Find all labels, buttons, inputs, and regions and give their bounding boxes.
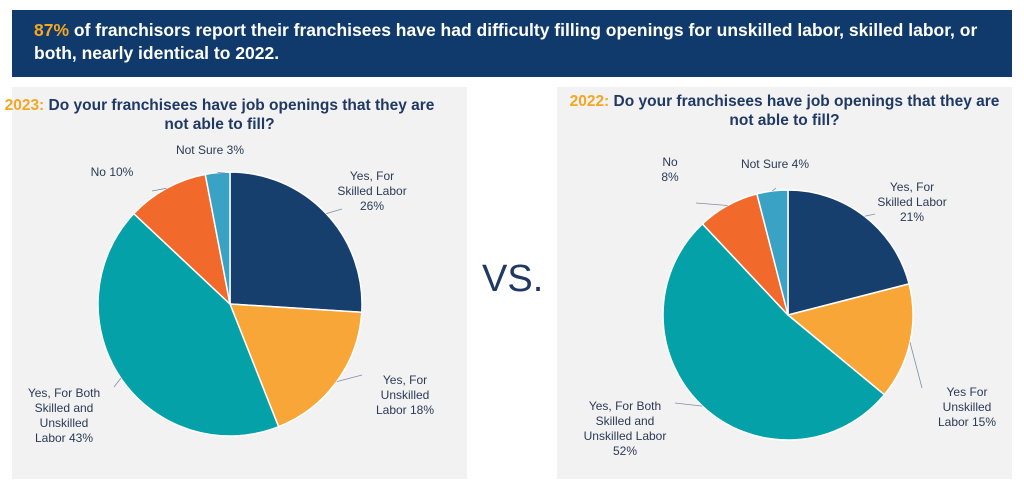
leader-line-yes-for-both-skilled-and-unskilled-labor-2023	[113, 377, 122, 388]
slice-label-yes-for-unskilled-labor-2023: Yes, For Unskilled Labor 18%	[376, 373, 434, 417]
headline-banner: 87% of franchisors report their franchis…	[12, 10, 1012, 77]
chart-panel-2023: 2023: Do your franchisees have job openi…	[5, 87, 467, 479]
chart-year-2023: 2023:	[4, 97, 45, 114]
pie-slice-yes-for-skilled-labor-2023	[229, 171, 363, 314]
leader-line-yes-for-unskilled-labor-2022	[909, 342, 923, 389]
slice-label-no-2023: No 10%	[91, 165, 134, 179]
vs-label: VS.	[482, 258, 544, 300]
slice-label-yes-for-skilled-labor-2022: Yes, For Skilled Labor 21%	[877, 180, 946, 224]
pie-chart-2023: Yes, For Skilled Labor 26% Yes, For Unskille…	[28, 143, 434, 445]
chart-title-2023: 2023: Do your franchisees have job openi…	[0, 96, 447, 134]
leader-line-yes-for-both-skilled-and-unskilled-labor-2022	[674, 402, 703, 407]
slice-label-not-sure-2022: Not Sure 4%	[741, 157, 809, 171]
slice-label-no-2022: No 8%	[661, 155, 679, 184]
pie-slice-yes-for-unskilled-labor-2022	[786, 283, 914, 396]
slice-label-yes-for-both-skilled-and-unskilled-labor-2023: Yes, For Both Skilled and Unskilled Labor 4…	[28, 386, 100, 445]
pie-slice-no-2023	[132, 173, 232, 307]
chart-question-2022: Do your franchisees have job openings th…	[613, 93, 1000, 129]
slice-label-yes-for-unskilled-labor-2022: Yes For Unskilled Labor 15%	[938, 385, 996, 429]
slice-label-yes-for-both-skilled-and-unskilled-labor-2022: Yes, For Both Skilled and Unskilled Labor 5…	[584, 399, 667, 458]
chart-year-2022: 2022:	[569, 93, 610, 110]
leader-line-yes-for-skilled-labor-2023	[326, 208, 343, 215]
slice-label-yes-for-skilled-labor-2023: Yes, For Skilled Labor 26%	[337, 169, 406, 213]
chart-question-2023: Do your franchisees have job openings th…	[48, 97, 435, 133]
chart-panel-2022: 2022: Do your franchisees have job openi…	[557, 87, 1012, 479]
chart-title-2022: 2022: Do your franchisees have job openi…	[557, 92, 1012, 130]
slice-label-not-sure-2023: Not Sure 3%	[176, 143, 244, 157]
pie-chart-2022: Yes, For Skilled Labor 21% Yes For Unskilled…	[584, 155, 997, 458]
leader-line-yes-for-skilled-labor-2022	[864, 213, 876, 217]
pie-slice-yes-for-both-skilled-and-unskilled-labor-2023	[97, 212, 280, 437]
leader-line-no-2023	[151, 187, 167, 192]
leader-line-not-sure-2022	[772, 187, 777, 192]
leader-line-yes-for-unskilled-labor-2023	[336, 374, 363, 382]
leader-line-no-2022	[695, 202, 728, 206]
headline-highlight: 87%	[34, 20, 70, 40]
headline-text: of franchisors report their franchisees …	[34, 20, 978, 63]
